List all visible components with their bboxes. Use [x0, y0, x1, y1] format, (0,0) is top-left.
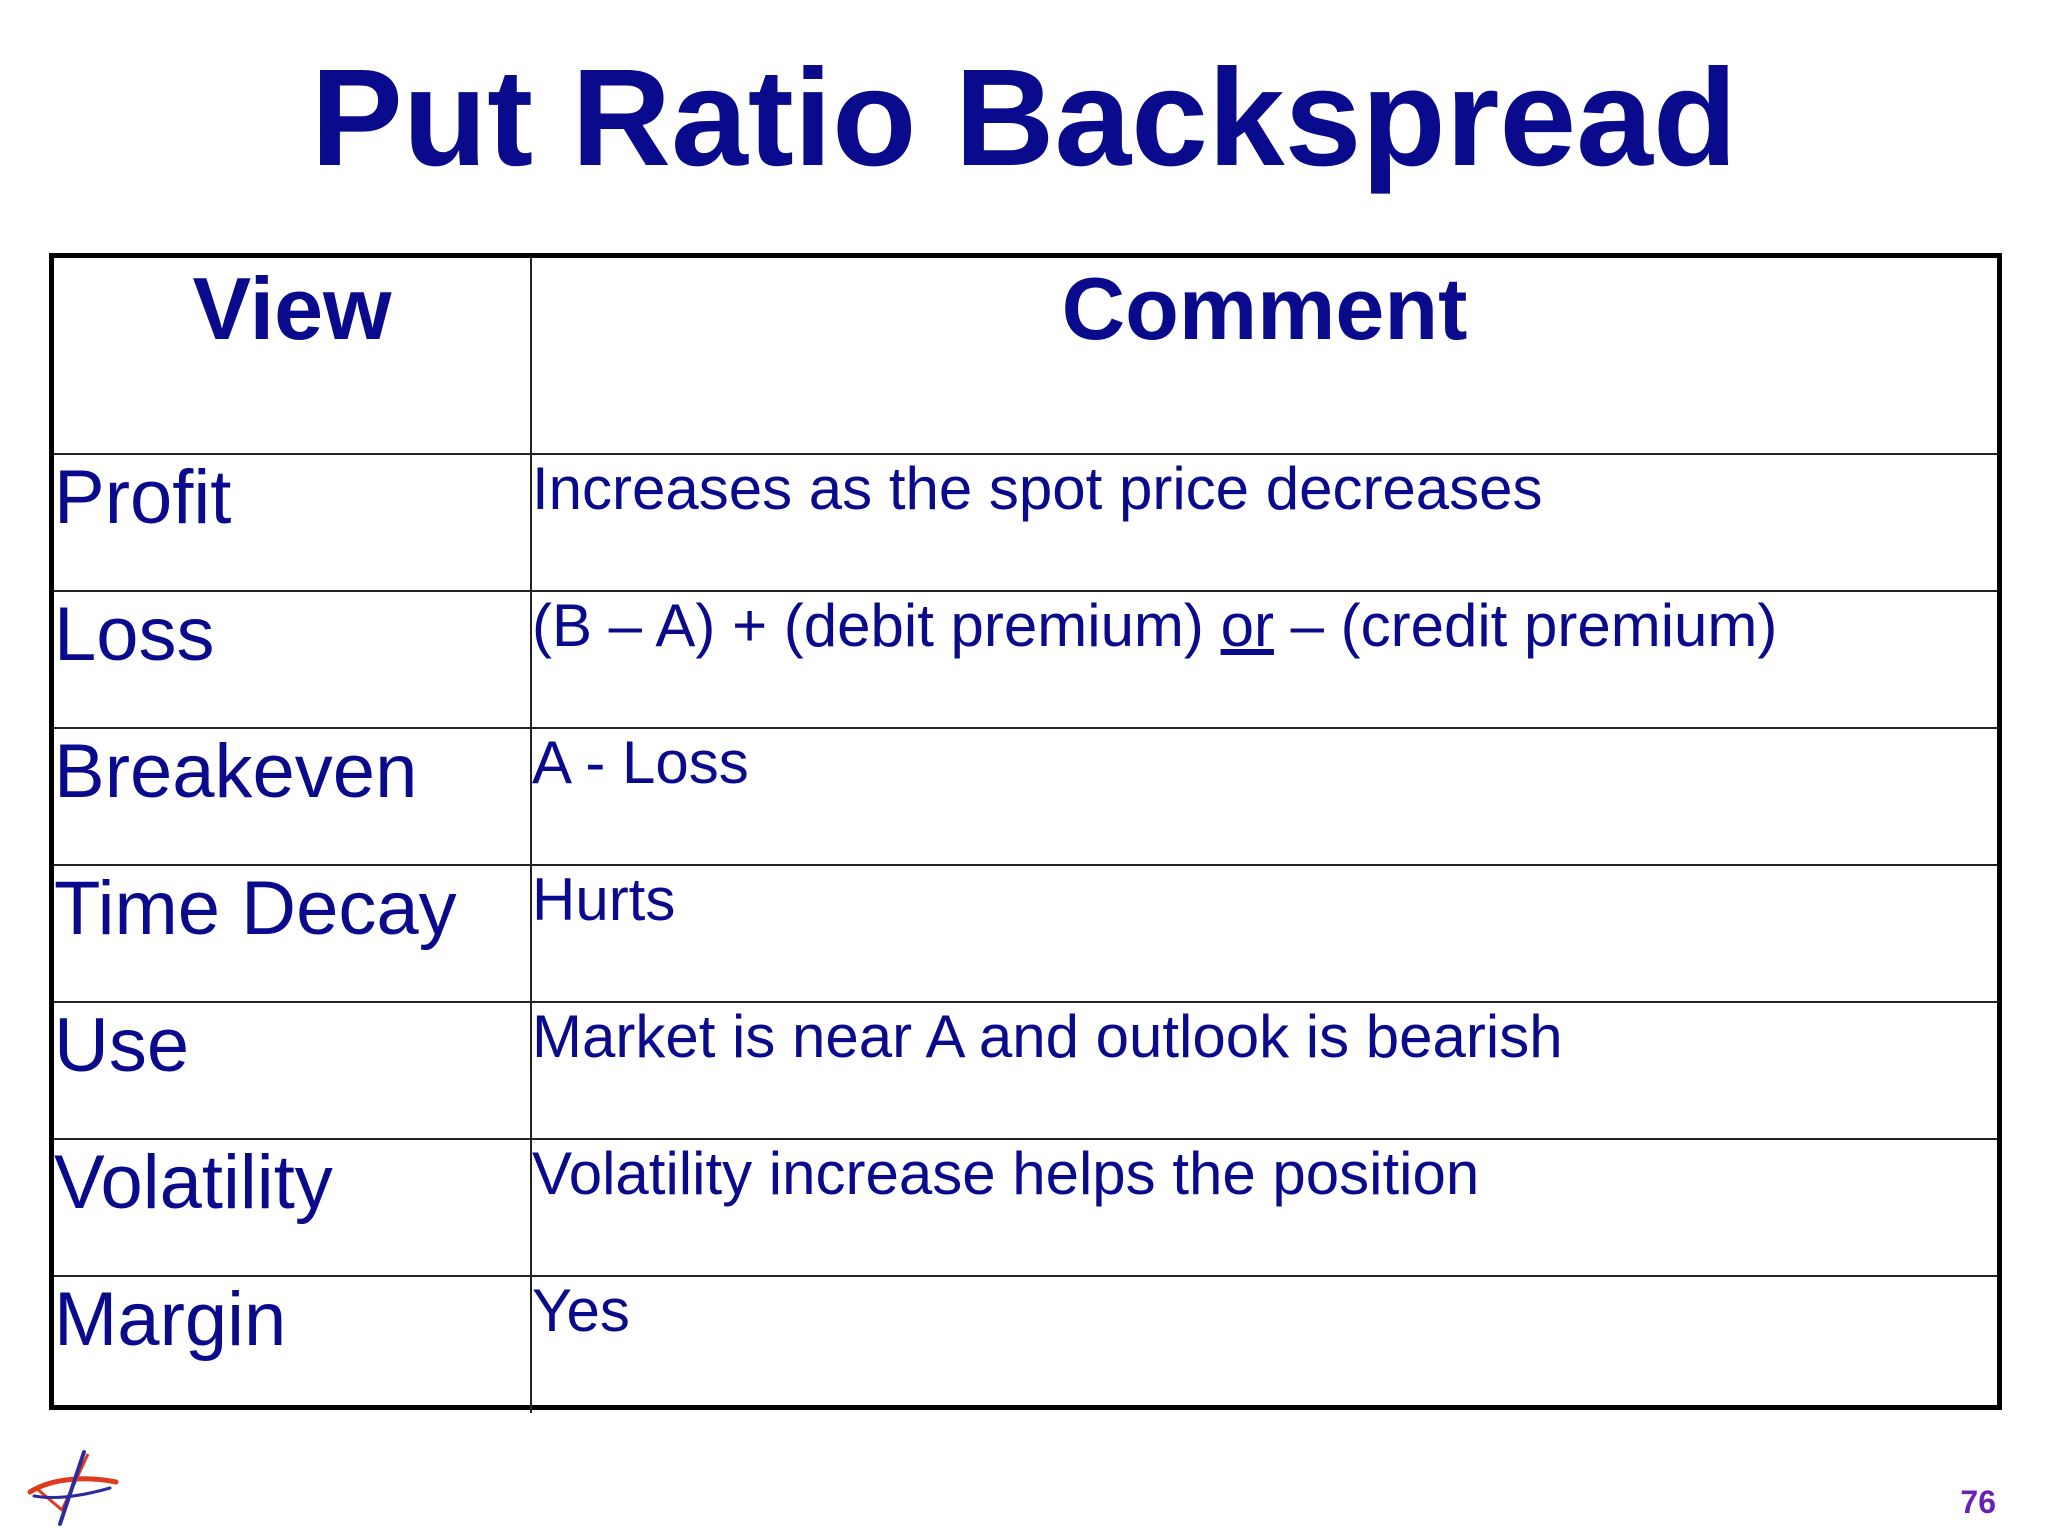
table-row: Margin Yes	[54, 1275, 1997, 1413]
row-comment-use: Market is near A and outlook is bearish	[530, 1001, 1997, 1140]
loss-comment-part-1: (B – A) + (debit premium)	[532, 592, 1221, 659]
row-view-profit: Profit	[54, 453, 532, 592]
header-comment: Comment	[530, 258, 1997, 455]
table-row: Time Decay Hurts	[54, 864, 1997, 1003]
table-row: Profit Increases as the spot price decre…	[54, 453, 1997, 592]
strategy-table: View Comment Profit Increases as the spo…	[49, 253, 2002, 1413]
row-view-volatility: Volatility	[54, 1138, 532, 1277]
table-row: Breakeven A - Loss	[54, 727, 1997, 866]
row-view-breakeven: Breakeven	[54, 727, 532, 866]
table-row: Loss (B – A) + (debit premium) or – (cre…	[54, 590, 1997, 729]
page-number: 76	[1960, 1484, 1996, 1520]
table-header-row: View Comment	[54, 258, 1997, 455]
row-view-time-decay: Time Decay	[54, 864, 532, 1003]
slide-title: Put Ratio Backspread	[310, 41, 1738, 195]
row-comment-profit: Increases as the spot price decreases	[530, 453, 1997, 592]
table-row: Volatility Volatility increase helps the…	[54, 1138, 1997, 1277]
row-comment-time-decay: Hurts	[530, 864, 1997, 1003]
row-comment-breakeven: A - Loss	[530, 727, 1997, 866]
row-comment-volatility: Volatility increase helps the position	[530, 1138, 1997, 1277]
table-row: Use Market is near A and outlook is bear…	[54, 1001, 1997, 1140]
row-comment-loss: (B – A) + (debit premium) or – (credit p…	[530, 590, 1997, 729]
company-logo-icon	[26, 1448, 122, 1528]
row-view-use: Use	[54, 1001, 532, 1140]
row-view-loss: Loss	[54, 590, 532, 729]
header-view: View	[54, 258, 532, 455]
loss-comment-or: or	[1220, 592, 1274, 659]
loss-comment-part-3: – (credit premium)	[1273, 592, 1778, 659]
row-view-margin: Margin	[54, 1275, 532, 1413]
row-comment-margin: Yes	[530, 1275, 1997, 1413]
